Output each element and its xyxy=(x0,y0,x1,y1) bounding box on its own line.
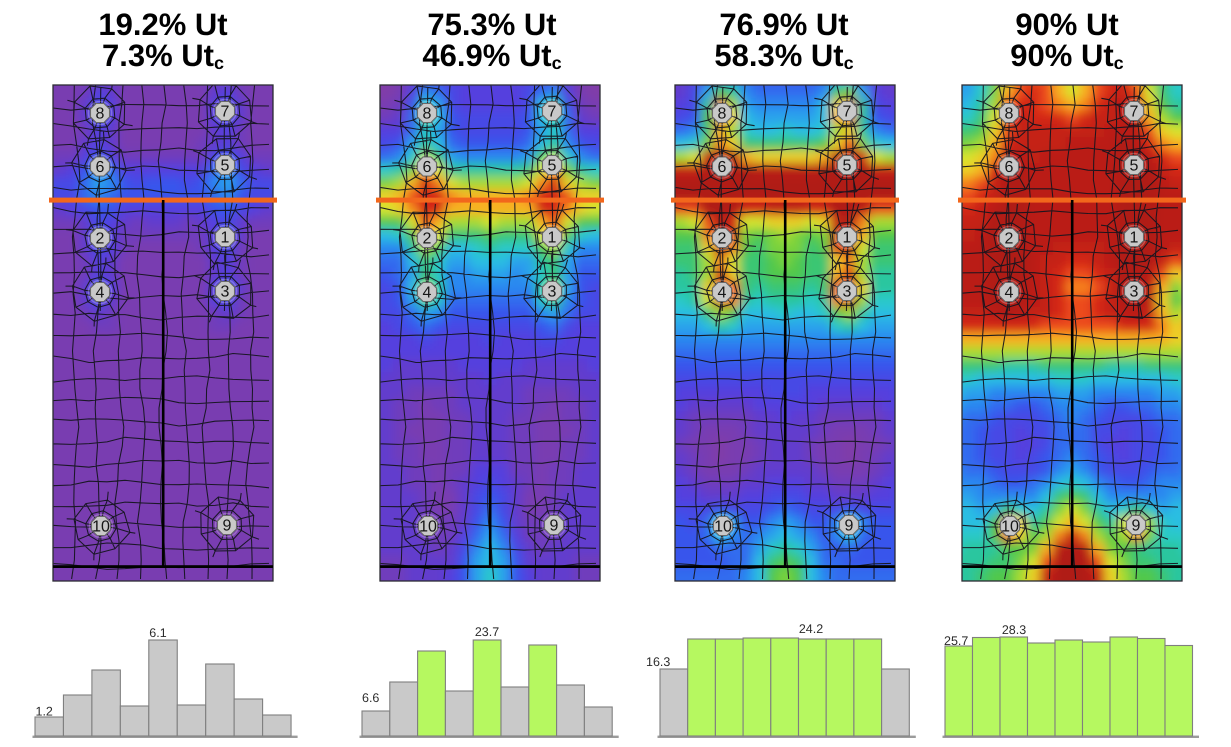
svg-text:7.3% Utc: 7.3% Utc xyxy=(102,38,224,73)
svg-text:1.2: 1.2 xyxy=(36,705,53,719)
svg-text:19.2% Ut: 19.2% Ut xyxy=(98,7,227,42)
svg-text:46.9% Utc: 46.9% Utc xyxy=(422,38,561,73)
svg-text:23.7: 23.7 xyxy=(475,625,499,639)
svg-text:6.1: 6.1 xyxy=(149,626,166,640)
svg-text:24.2: 24.2 xyxy=(799,622,823,636)
svg-text:6.6: 6.6 xyxy=(362,691,379,705)
svg-text:28.3: 28.3 xyxy=(1002,623,1026,637)
svg-text:90% Utc: 90% Utc xyxy=(1010,38,1123,73)
svg-text:25.7: 25.7 xyxy=(944,634,968,648)
svg-text:58.3% Utc: 58.3% Utc xyxy=(714,38,853,73)
svg-text:76.9% Ut: 76.9% Ut xyxy=(719,7,848,42)
svg-text:75.3% Ut: 75.3% Ut xyxy=(427,7,556,42)
svg-text:16.3: 16.3 xyxy=(646,655,670,669)
svg-text:90% Ut: 90% Ut xyxy=(1015,7,1118,42)
